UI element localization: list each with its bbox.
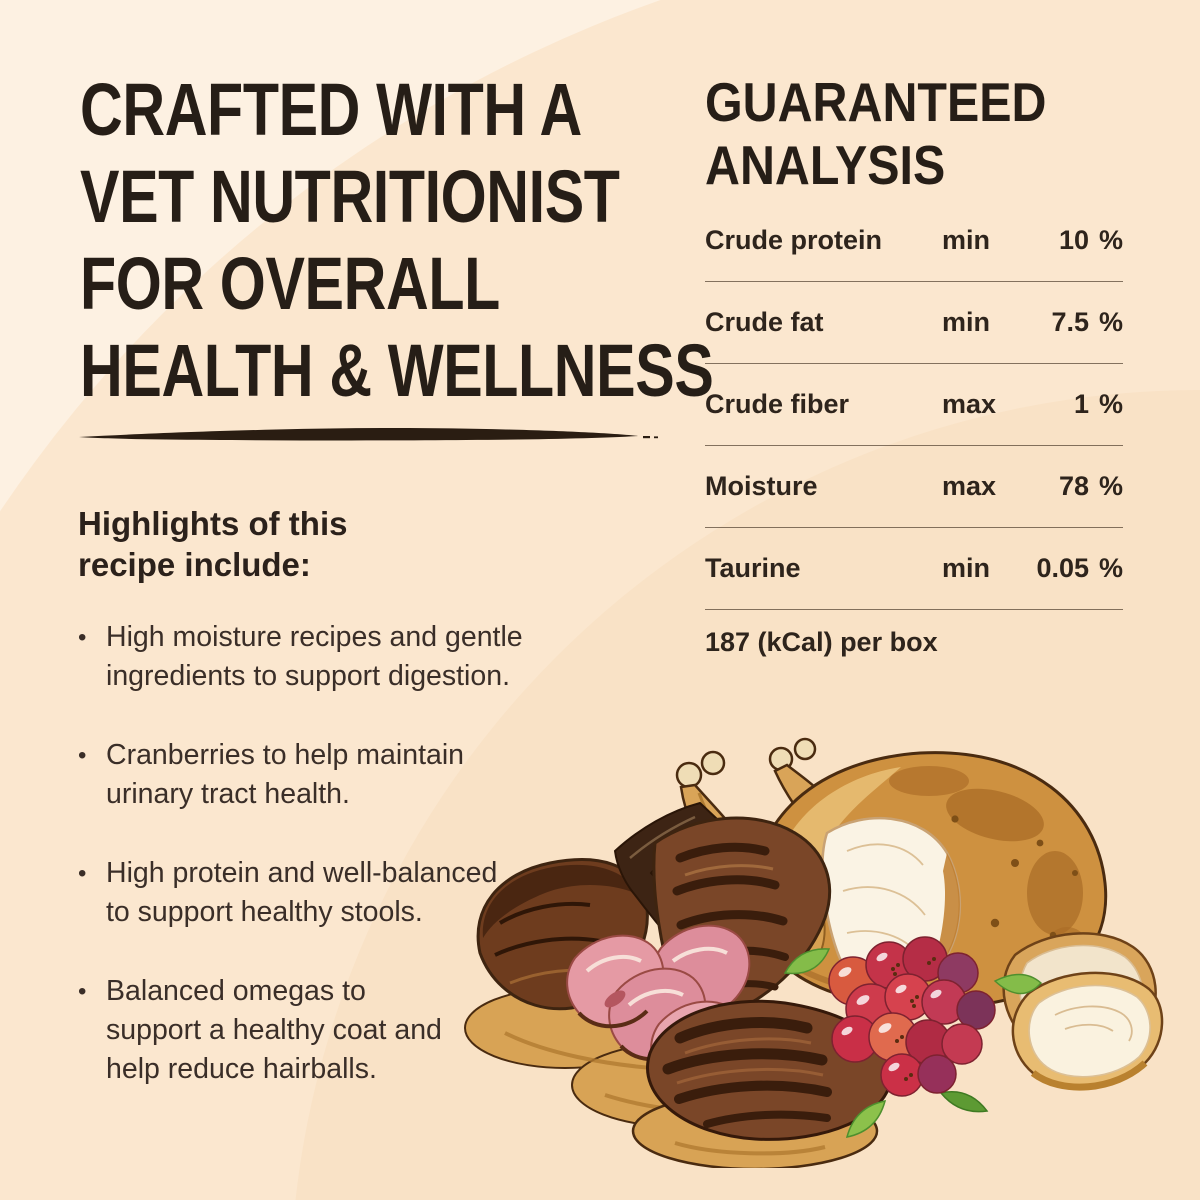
bullet-dot: • <box>78 978 87 1005</box>
analysis-label: Taurine <box>705 553 801 583</box>
bullet-item: • Balanced omegas to support a healthy co… <box>78 972 638 1089</box>
bullet-dot: • <box>78 624 87 651</box>
analysis-value: 1 <box>1073 389 1089 419</box>
bullet-item: • High moisture recipes and gentle ingred… <box>78 618 638 696</box>
guaranteed-analysis-heading: GUARANTEED ANALYSIS <box>705 71 1047 196</box>
guaranteed-analysis-table: Crude protein min 10% Crude fat min 7.5% Crude… <box>705 200 1123 610</box>
bullet-text: Cranberries to help maintain urinary tra… <box>106 739 465 810</box>
analysis-value: 10 <box>1058 225 1089 255</box>
analysis-unit: % <box>1098 389 1123 419</box>
cranberry-leaves-icon <box>783 948 1043 1138</box>
analysis-row: Taurine min 0.05% <box>705 528 1123 610</box>
analysis-qualifier: min <box>942 307 991 337</box>
analysis-label: Crude protein <box>705 225 883 255</box>
analysis-unit: % <box>1098 553 1123 583</box>
analysis-unit: % <box>1098 225 1123 255</box>
page-title: CRAFTED WITH A VET NUTRITIONIST FOR OVER… <box>80 68 714 412</box>
analysis-unit: % <box>1098 307 1123 337</box>
analysis-qualifier: max <box>942 389 997 419</box>
analysis-qualifier: min <box>942 553 991 583</box>
bullet-item: • Cranberries to help maintain urinary tr… <box>78 736 638 814</box>
analysis-qualifier: min <box>942 225 991 255</box>
analysis-row: Crude protein min 10% <box>705 200 1123 282</box>
analysis-row: Crude fiber max 1% <box>705 364 1123 446</box>
meat-illustration <box>464 737 1164 1168</box>
hand-drawn-underline <box>79 428 658 441</box>
analysis-value: 7.5 <box>1051 307 1089 337</box>
analysis-row: Moisture max 78% <box>705 446 1123 528</box>
bullet-dot: • <box>78 742 87 769</box>
analysis-label: Crude fat <box>705 307 824 337</box>
highlights-list: • High moisture recipes and gentle ingred… <box>78 618 638 1129</box>
bullet-item: • High protein and well-balanced to suppo… <box>78 854 638 932</box>
analysis-label: Moisture <box>705 471 818 501</box>
cranberry-highlights <box>838 952 942 1072</box>
analysis-unit: % <box>1098 471 1123 501</box>
bullet-dot: • <box>78 860 87 887</box>
bullet-text: Balanced omegas to support a healthy coa… <box>106 975 442 1085</box>
analysis-value: 0.05 <box>1036 553 1089 583</box>
calories-note: 187 (kCal) per box <box>705 627 938 657</box>
bread-slices-icon <box>1002 932 1164 1091</box>
analysis-row: Crude fat min 7.5% <box>705 282 1123 364</box>
analysis-qualifier: max <box>942 471 997 501</box>
analysis-value: 78 <box>1058 471 1089 501</box>
cranberries-icon <box>828 936 996 1097</box>
highlights-heading: Highlights of this recipe include: <box>78 505 348 583</box>
cranberry-calyx-dots <box>891 957 936 1081</box>
bullet-text: High protein and well-balanced to suppor… <box>106 857 498 928</box>
analysis-label: Crude fiber <box>705 389 850 419</box>
bullet-text: High moisture recipes and gentle ingredi… <box>106 621 523 692</box>
